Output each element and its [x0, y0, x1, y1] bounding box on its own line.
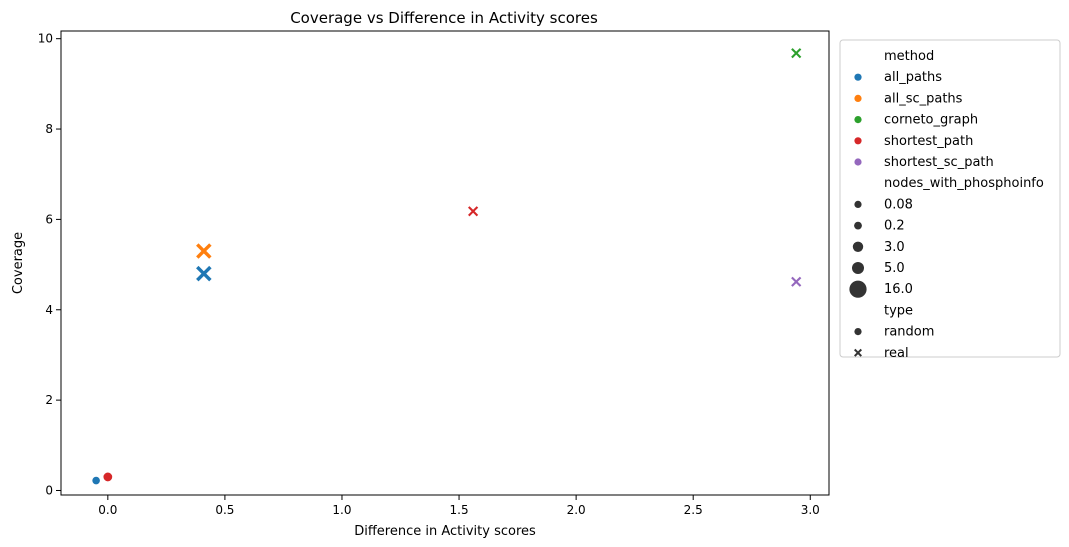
point-shortest_path-real [467, 205, 480, 218]
legend-style-marker-real [854, 348, 862, 357]
legend-hue-title: method [884, 49, 934, 64]
legend-marker-shortest_path [854, 137, 862, 145]
legend-size-marker [854, 221, 862, 230]
legend-marker-corneto_graph [854, 116, 862, 124]
legend-size-label: 5.0 [884, 261, 905, 276]
y-tick-label: 8 [45, 122, 53, 136]
legend-marker-all_sc_paths [854, 94, 862, 102]
legend-size-label: 0.2 [884, 219, 905, 234]
plot-area: 0.0 0.5 1.0 1.5 2.0 2.5 3.0 0 2 4 6 8 10 [38, 32, 820, 517]
legend-style-marker-random [854, 328, 862, 336]
legend-size-marker [854, 200, 862, 208]
legend-label-shortest_path: shortest_path [884, 134, 973, 149]
y-tick-label: 6 [45, 212, 53, 226]
x-tick-label: 2.0 [567, 503, 586, 517]
legend-label-all_sc_paths: all_sc_paths [884, 91, 963, 106]
x-tick-label: 0.5 [215, 503, 234, 517]
legend-marker-shortest_sc_path [854, 158, 862, 166]
point-corneto_graph-real [790, 47, 803, 60]
legend-size-marker [852, 241, 864, 252]
y-tick-label: 10 [38, 32, 53, 46]
legend-style-title: type [884, 303, 913, 318]
x-tick-label: 2.5 [684, 503, 703, 517]
point-shortest_path-random [102, 471, 114, 483]
legend-size-label: 16.0 [884, 282, 913, 297]
legend-label-corneto_graph: corneto_graph [884, 113, 978, 128]
legend: method all_paths all_sc_paths corneto_graph… [839, 39, 1061, 361]
y-tick-label: 0 [45, 483, 53, 497]
legend-box [839, 39, 1061, 358]
plot-frame [60, 30, 830, 496]
y-tick-label: 4 [45, 303, 53, 317]
legend-label-shortest_sc_path: shortest_sc_path [884, 155, 994, 170]
y-tick-label: 2 [45, 393, 53, 407]
point-all_sc_paths-real [195, 242, 213, 260]
legend-size-title: nodes_with_phosphoinfo [884, 176, 1044, 191]
x-tick-label: 0.0 [98, 503, 117, 517]
legend-style-label-real: real [884, 346, 909, 361]
legend-marker-all_paths [854, 73, 862, 81]
point-all_paths-random [91, 475, 101, 486]
legend-size-label: 0.08 [884, 197, 913, 212]
chart-title: Coverage vs Difference in Activity score… [290, 9, 598, 27]
x-axis-label: Difference in Activity scores [354, 524, 536, 539]
legend-size-marker [852, 262, 864, 274]
legend-size-marker [849, 280, 867, 298]
x-tick-label: 1.0 [332, 503, 351, 517]
legend-label-all_paths: all_paths [884, 70, 942, 85]
legend-size-label: 3.0 [884, 240, 905, 255]
y-axis-label: Coverage [11, 232, 26, 294]
point-shortest_sc_path-real [790, 275, 803, 288]
x-tick-label: 1.5 [450, 503, 469, 517]
legend-style-label-random: random [884, 325, 934, 340]
x-tick-label: 3.0 [801, 503, 820, 517]
point-all_paths-real [195, 265, 213, 283]
